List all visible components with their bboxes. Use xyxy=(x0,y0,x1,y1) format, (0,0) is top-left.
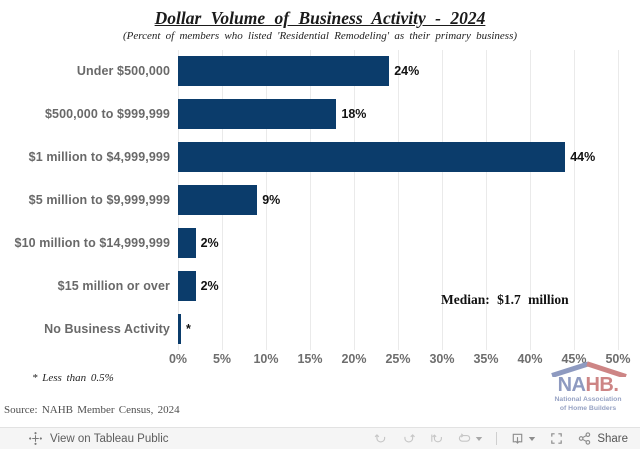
bar-value-label: 18% xyxy=(341,107,367,122)
bar[interactable] xyxy=(178,227,196,258)
bar-value-label: 44% xyxy=(570,150,596,165)
bar-track: 9% xyxy=(178,185,640,215)
bar[interactable] xyxy=(178,99,337,130)
share-label: Share xyxy=(597,432,628,445)
category-label: Under $500,000 xyxy=(76,64,170,79)
toolbar-divider xyxy=(496,432,498,445)
bar-track: * xyxy=(178,313,640,344)
gridline xyxy=(442,50,443,350)
bar-value-label: 24% xyxy=(394,64,420,79)
fullscreen-icon[interactable] xyxy=(549,431,564,446)
gridline xyxy=(398,50,399,350)
x-axis-tick: 0% xyxy=(168,352,188,366)
view-on-tableau-label: View on Tableau Public xyxy=(50,432,169,445)
nahb-tagline-line1: National Association xyxy=(554,396,622,403)
x-axis-tick: 35% xyxy=(473,352,499,366)
x-axis-tick: 25% xyxy=(385,352,411,366)
category-label: $1 million to $4,999,999 xyxy=(28,150,170,165)
bar-row: Under $500,000 24% xyxy=(0,50,640,93)
chart-subtitle: (Percent of members who listed 'Resident… xyxy=(122,30,518,42)
download-button[interactable] xyxy=(510,431,536,446)
chart-title: Dollar Volume of Business Activity - 202… xyxy=(154,8,486,28)
redo-icon[interactable] xyxy=(401,431,416,446)
bar-row: $1 million to $4,999,999 44% xyxy=(0,136,640,179)
bar-row: No Business Activity * xyxy=(0,307,640,350)
footnote: * Less than 0.5% xyxy=(32,372,114,384)
category-label: $15 million or over xyxy=(57,278,170,293)
refresh-icon xyxy=(459,433,471,442)
category-label: No Business Activity xyxy=(44,321,170,336)
bar[interactable] xyxy=(178,142,566,173)
nahb-logo: NAHB. National Association of Home Build… xyxy=(546,360,630,414)
nahb-wordmark: NAHB. xyxy=(546,375,630,395)
gridline xyxy=(310,50,311,350)
x-axis-tick: 15% xyxy=(297,352,323,366)
share-button[interactable]: Share xyxy=(577,431,628,446)
nahb-tagline-line2: of Home Builders xyxy=(559,404,617,412)
bar-value-label: 2% xyxy=(200,278,219,293)
x-axis-tick: 50% xyxy=(605,352,631,366)
gridline xyxy=(266,50,267,350)
nahb-hb-text: HB. xyxy=(585,374,619,396)
bar-row: $5 million to $9,999,999 9% xyxy=(0,179,640,222)
gridline xyxy=(354,50,355,350)
bar-track: 2% xyxy=(178,227,640,258)
median-annotation: Median: $1.7 million xyxy=(441,292,569,307)
gridline xyxy=(618,50,619,350)
nahb-roof-icon xyxy=(551,361,627,377)
replay-icon[interactable] xyxy=(429,431,444,446)
bar-value-label: 2% xyxy=(200,235,219,250)
x-axis-tick: 20% xyxy=(341,352,367,366)
bar-rows: Under $500,000 24% $500,000 to $999,999 18%… xyxy=(0,50,640,350)
x-axis-tick: 40% xyxy=(517,352,543,366)
bar-track: 44% xyxy=(178,142,640,173)
gridline xyxy=(574,50,575,350)
share-icon xyxy=(579,432,591,445)
x-axis-tick: 45% xyxy=(561,352,587,366)
refresh-button[interactable] xyxy=(457,431,483,446)
x-axis-tick: 5% xyxy=(212,352,232,366)
category-label: $5 million to $9,999,999 xyxy=(28,193,170,207)
bar-row: $500,000 to $999,999 18% xyxy=(0,93,640,136)
bar-track: 24% xyxy=(178,56,640,87)
bar[interactable] xyxy=(178,313,181,344)
bar-track: 18% xyxy=(178,99,640,130)
tableau-logo-icon xyxy=(29,432,42,445)
x-axis: 0% 5% 10% 15% 20% 25% 30% 35% 40% 45% 50% xyxy=(169,352,631,368)
category-label: $10 million to $14,999,999 xyxy=(14,235,170,250)
bar[interactable] xyxy=(178,185,258,215)
bar[interactable] xyxy=(178,270,196,301)
gridline xyxy=(486,50,487,350)
bar-row: $15 million or over 2% xyxy=(0,264,640,307)
caret-down-icon xyxy=(529,436,536,441)
bar-track: 2% xyxy=(178,270,640,301)
download-icon xyxy=(513,433,523,444)
bar-value-label: 9% xyxy=(262,193,281,207)
toolbar-buttons: Share xyxy=(373,431,628,446)
caret-down-icon xyxy=(476,436,483,441)
nahb-tagline: National Association of Home Builders xyxy=(546,396,630,414)
bar[interactable] xyxy=(178,56,390,87)
undo-icon[interactable] xyxy=(373,431,388,446)
source-note: Source: NAHB Member Census, 2024 xyxy=(4,404,180,416)
view-on-tableau-link[interactable]: View on Tableau Public xyxy=(28,431,169,446)
bar-value-label: * xyxy=(186,321,191,336)
x-axis-tick: 10% xyxy=(253,352,279,366)
category-label: $500,000 to $999,999 xyxy=(44,107,170,122)
gridline xyxy=(530,50,531,350)
x-axis-tick: 30% xyxy=(429,352,455,366)
nahb-na-text: NA xyxy=(557,374,586,396)
tableau-toolbar: View on Tableau Public xyxy=(0,427,640,449)
bar-row: $10 million to $14,999,999 2% xyxy=(0,221,640,264)
